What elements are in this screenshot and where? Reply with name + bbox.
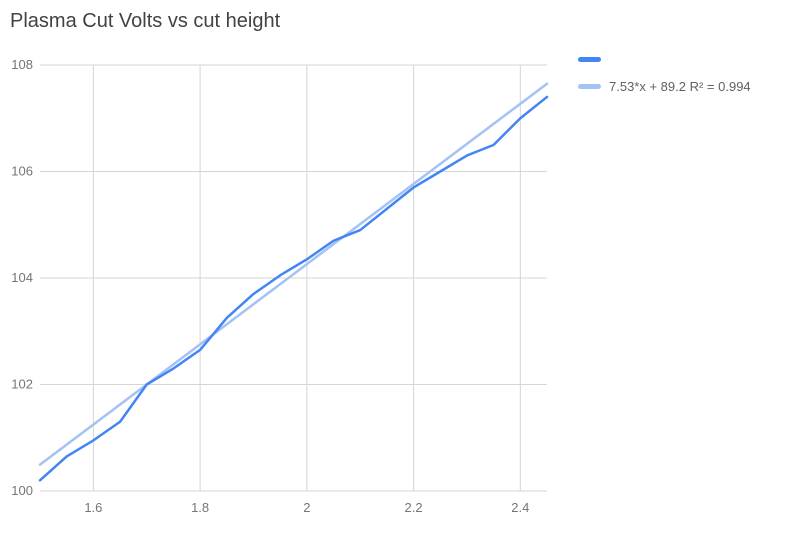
x-tick-label: 2.4 — [511, 500, 529, 515]
series-swatch — [578, 57, 601, 62]
x-tick-label: 2 — [303, 500, 310, 515]
trendline-path — [38, 82, 549, 466]
y-tick-label: 102 — [11, 377, 33, 392]
chart-title: Plasma Cut Volts vs cut height — [10, 10, 281, 32]
legend-item-trendline: 7.53*x + 89.2 R² = 0.994 — [578, 79, 751, 94]
legend-item-series — [578, 57, 751, 62]
trendline-label: 7.53*x + 89.2 R² = 0.994 — [609, 79, 751, 94]
y-tick-label: 108 — [11, 57, 33, 72]
x-tick-label: 1.8 — [191, 500, 209, 515]
x-tick-label: 1.6 — [84, 500, 102, 515]
series-path — [38, 95, 549, 482]
plot-area: 100 102 104 106 108 1.6 1.8 2 2.2 2.4 — [11, 57, 549, 515]
y-tick-label: 106 — [11, 164, 33, 179]
y-tick-label: 104 — [11, 270, 33, 285]
y-tick-label: 100 — [11, 483, 33, 498]
x-tick-label: 2.2 — [405, 500, 423, 515]
trendline-swatch — [578, 84, 601, 89]
legend: 7.53*x + 89.2 R² = 0.994 — [578, 57, 751, 111]
